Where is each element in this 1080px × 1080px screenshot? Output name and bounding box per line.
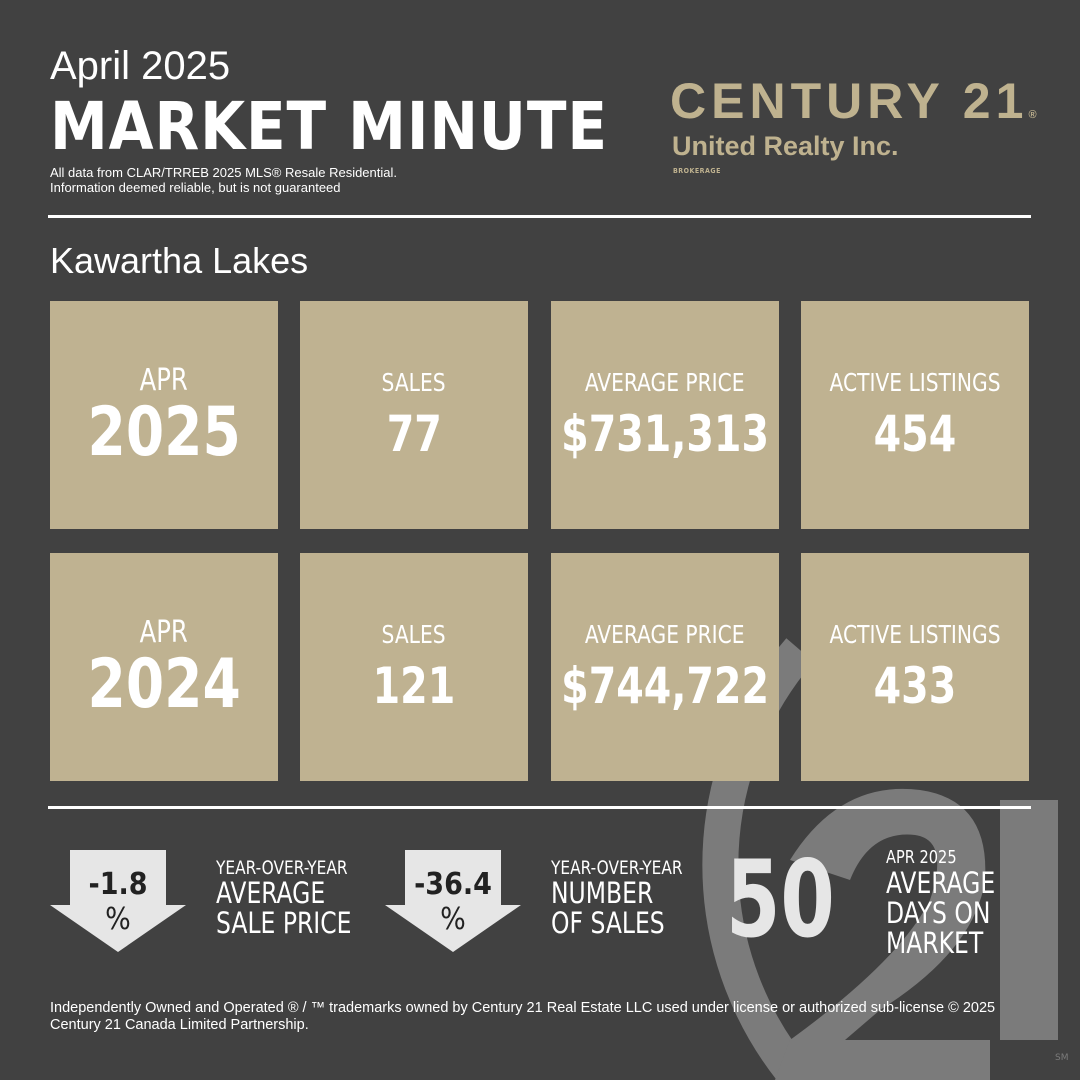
stat-tile: ACTIVE LISTINGS 454	[801, 301, 1029, 529]
brand-name: CENTURY 21	[670, 73, 1029, 129]
label-line: MARKET	[886, 926, 984, 960]
period-tile: APR 2025	[50, 301, 278, 529]
period-month: APR	[139, 362, 189, 398]
down-arrow-icon	[385, 850, 521, 952]
brand-logo: CENTURY 21®	[670, 72, 1037, 130]
stat-tile: SALES 77	[300, 301, 528, 529]
sales-change-value: -36.4	[414, 867, 492, 902]
stat-value: $744,722	[561, 656, 769, 715]
period-year: 2025	[87, 392, 241, 472]
stat-value: 121	[372, 656, 456, 715]
stat-label: AVERAGE PRICE	[585, 367, 745, 397]
label-line: SALE PRICE	[216, 906, 352, 940]
office-name: United Realty Inc.	[672, 131, 899, 161]
divider	[48, 215, 1031, 218]
label-line: YEAR-OVER-YEAR	[551, 857, 683, 879]
sm-mark: SM	[1055, 1053, 1068, 1063]
disclaimer-line: Information deemed reliable, but is not …	[50, 180, 341, 195]
days-on-market-value: 50	[726, 838, 835, 961]
stat-label: SALES	[381, 367, 447, 397]
stat-tile: AVERAGE PRICE $744,722	[551, 553, 779, 781]
label-line: NUMBER	[551, 876, 654, 910]
brokerage-label: BROKERAGE	[673, 167, 721, 175]
down-arrow-icon	[50, 850, 186, 952]
stat-tile: SALES 121	[300, 553, 528, 781]
legal-footer: Independently Owned and Operated ® / ™ t…	[50, 1000, 996, 1033]
label-line: YEAR-OVER-YEAR	[216, 857, 348, 879]
sales-change-label: YEAR-OVER-YEAR NUMBER OF SALES	[551, 858, 683, 938]
disclaimer-line: All data from CLAR/TRREB 2025 MLS® Resal…	[50, 165, 398, 180]
stat-tile: ACTIVE LISTINGS 433	[801, 553, 1029, 781]
price-change-unit: %	[105, 902, 131, 937]
divider	[48, 806, 1031, 809]
sales-change-unit: %	[440, 902, 466, 937]
stat-value: 454	[873, 404, 957, 463]
page-title: MARKET MINUTE	[50, 88, 608, 165]
stat-tile: AVERAGE PRICE $731,313	[551, 301, 779, 529]
data-disclaimer: All data from CLAR/TRREB 2025 MLS® Resal…	[50, 165, 397, 195]
month-year: April 2025	[50, 44, 231, 88]
stat-value: $731,313	[561, 404, 769, 463]
label-line: AVERAGE	[886, 866, 996, 900]
label-line: DAYS ON	[886, 896, 991, 930]
price-change-value: -1.8	[88, 867, 148, 902]
period-month: APR	[139, 614, 189, 650]
stat-value: 433	[873, 656, 957, 715]
region-name: Kawartha Lakes	[50, 240, 309, 281]
period-year: 2024	[87, 644, 241, 724]
stat-label: SALES	[381, 619, 447, 649]
period-tile: APR 2024	[50, 553, 278, 781]
registered-mark: ®	[1028, 109, 1037, 121]
stat-label: ACTIVE LISTINGS	[829, 619, 1001, 649]
price-change-label: YEAR-OVER-YEAR AVERAGE SALE PRICE	[216, 858, 351, 938]
stat-label: AVERAGE PRICE	[585, 619, 745, 649]
label-line: OF SALES	[551, 906, 665, 940]
label-line: APR 2025	[886, 847, 957, 868]
days-on-market-label: APR 2025 AVERAGE DAYS ON MARKET	[886, 847, 996, 960]
stat-label: ACTIVE LISTINGS	[829, 367, 1001, 397]
stat-value: 77	[386, 404, 442, 463]
label-line: AVERAGE	[216, 876, 326, 910]
